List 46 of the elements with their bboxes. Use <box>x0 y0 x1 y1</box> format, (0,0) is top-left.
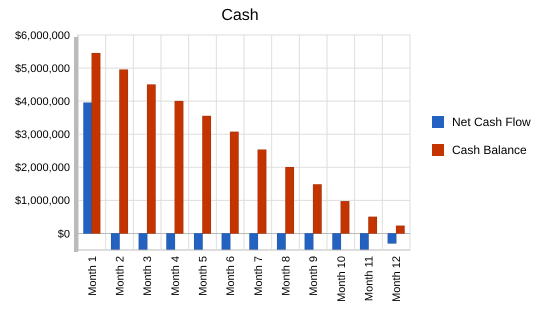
bar <box>360 233 369 250</box>
bar <box>83 102 92 234</box>
bar <box>92 52 100 234</box>
x-tick-label: Month 1 <box>86 256 99 296</box>
x-tick-label: Month 10 <box>336 256 348 302</box>
bar <box>138 233 148 250</box>
bar <box>166 233 176 250</box>
y-tick-label: $5,000,000 <box>14 62 70 75</box>
x-tick-label: Month 2 <box>114 256 126 296</box>
x-tick-label: Month 4 <box>170 256 182 296</box>
bar <box>304 233 314 250</box>
bar <box>276 233 286 250</box>
x-tick-label: Month 3 <box>142 256 154 296</box>
x-tick-label: Month 9 <box>308 256 320 296</box>
y-tick-label: $2,000,000 <box>14 162 70 174</box>
bar <box>174 100 184 234</box>
bar <box>194 233 203 250</box>
bar <box>230 132 239 234</box>
y-tick-label: $1,000,000 <box>14 195 70 208</box>
x-tick-label: Month 7 <box>252 256 265 296</box>
bar <box>388 233 396 244</box>
x-tick-label: Month 6 <box>225 256 238 296</box>
y-tick-label: $4,000,000 <box>14 96 70 108</box>
x-tick-label: Month 8 <box>280 256 292 296</box>
bar <box>119 69 128 234</box>
x-tick-label: Month 11 <box>364 256 376 302</box>
bar <box>146 84 156 234</box>
chart-title: Cash <box>221 7 259 24</box>
bar <box>396 226 405 234</box>
bar <box>222 233 230 250</box>
bar <box>258 150 266 234</box>
bar <box>285 167 294 234</box>
bar <box>332 233 342 250</box>
legend-label: Net Cash Flow <box>452 115 532 130</box>
bar <box>340 201 350 234</box>
bar <box>312 184 322 234</box>
y-tick-label: $0 <box>58 228 70 240</box>
x-tick-label: Month 5 <box>198 256 210 296</box>
bar <box>110 233 120 250</box>
x-tick-label: Month 12 <box>391 256 404 302</box>
y-tick-label: $3,000,000 <box>14 129 70 142</box>
legend-label: Cash Balance <box>452 143 528 158</box>
bar <box>202 116 212 234</box>
y-tick-label: $6,000,000 <box>14 30 70 42</box>
bar <box>368 216 378 234</box>
bar <box>249 233 258 250</box>
